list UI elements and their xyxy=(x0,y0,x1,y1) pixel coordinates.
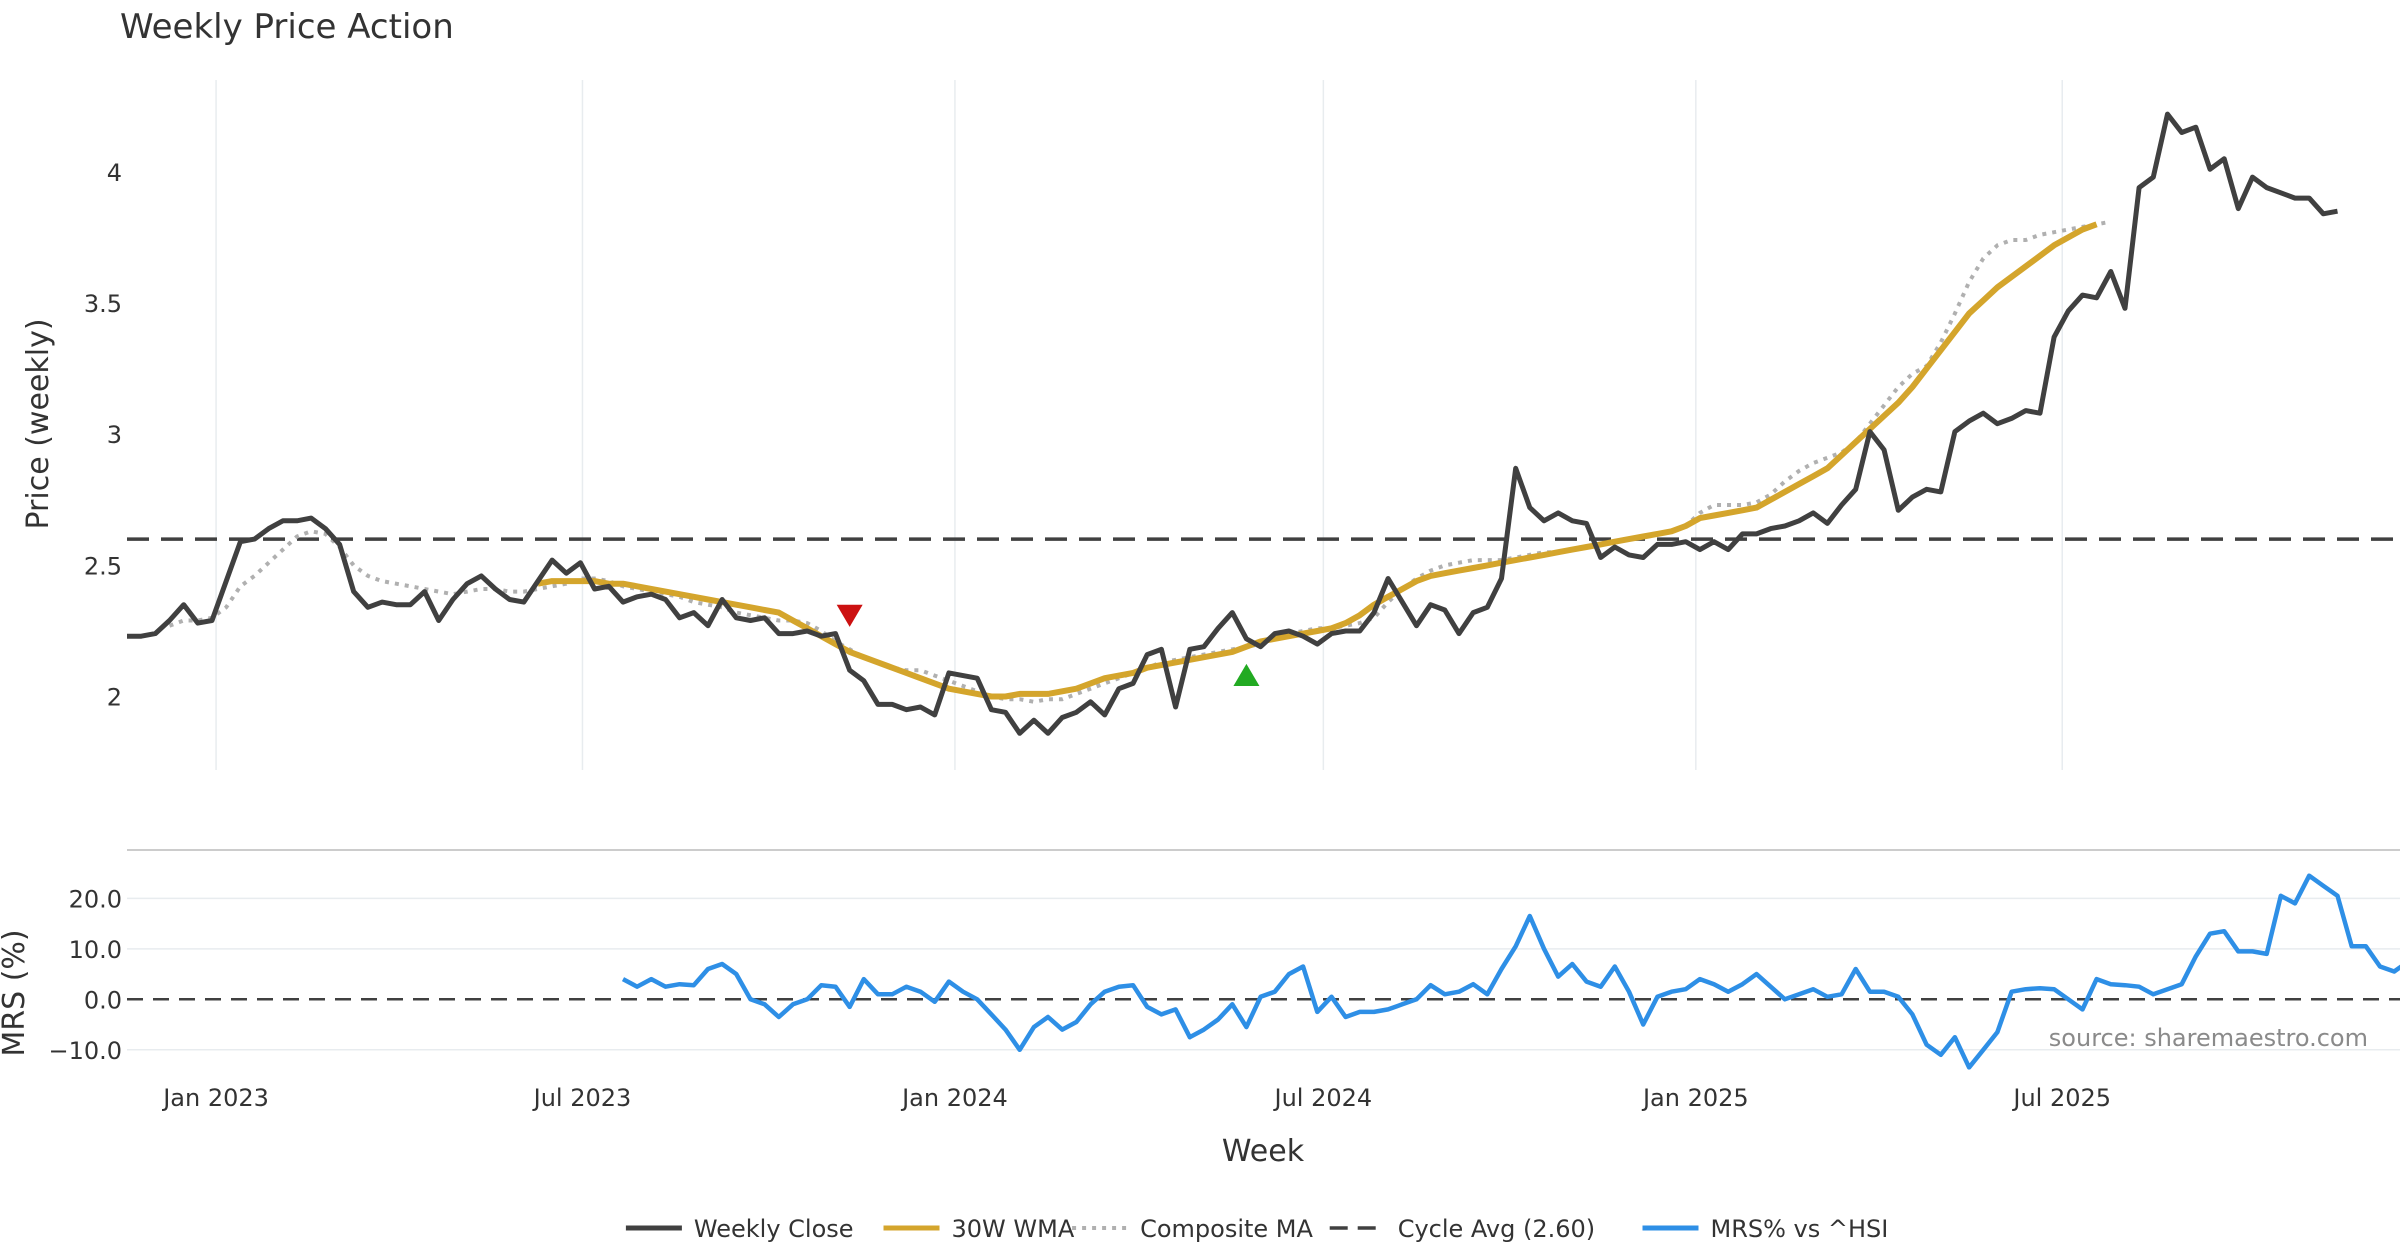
x-tick-label: Jan 2024 xyxy=(900,1084,1008,1112)
legend-label: Cycle Avg (2.60) xyxy=(1398,1215,1595,1243)
price-y-tick-label: 2 xyxy=(107,684,122,712)
buy-signal-marker xyxy=(1233,663,1260,686)
price-y-tick-label: 3 xyxy=(107,421,122,449)
x-tick-label: Jul 2025 xyxy=(2011,1084,2111,1112)
source-note: source: sharemaestro.com xyxy=(2049,1024,2368,1052)
signal-markers xyxy=(836,604,1260,686)
x-tick-label: Jan 2023 xyxy=(161,1084,269,1112)
mrs-y-ticks: −10.0 0.0 10.0 20.0 xyxy=(48,885,122,1064)
x-axis-ticks: Jan 2023 Jul 2023 Jan 2024 Jul 2024 Jan 2025… xyxy=(161,1084,2111,1112)
x-tick-label: Jan 2025 xyxy=(1641,1084,1749,1112)
price-y-tick-label: 4 xyxy=(107,159,122,187)
legend-label: Composite MA xyxy=(1140,1215,1313,1243)
weekly-close-line xyxy=(127,111,2338,736)
x-axis-label: Week xyxy=(1222,1134,1305,1169)
price-y-tick-label: 2.5 xyxy=(84,552,122,580)
legend-label: MRS% vs ^HSI xyxy=(1711,1215,1889,1243)
wma-30w-line xyxy=(537,221,2098,700)
x-tick-label: Jul 2023 xyxy=(532,1084,632,1112)
mrs-y-tick-label: −10.0 xyxy=(48,1037,122,1065)
legend: Weekly Close 30W WMA Composite MA Cycle Avg… xyxy=(625,1215,1889,1243)
mrs-line xyxy=(621,873,2400,1070)
mrs-grid xyxy=(127,897,2400,1051)
sell-signal-marker xyxy=(836,604,863,627)
mrs-y-tick-label: 10.0 xyxy=(69,936,122,964)
legend-label: Weekly Close xyxy=(694,1215,854,1243)
price-y-ticks: 2 2.5 3 3.5 4 xyxy=(84,159,122,712)
chart-title: Weekly Price Action xyxy=(120,7,454,47)
x-tick-label: Jul 2024 xyxy=(1273,1084,1373,1112)
mrs-y-tick-label: 20.0 xyxy=(69,885,122,913)
mrs-y-tick-label: 0.0 xyxy=(84,986,122,1014)
price-y-axis-label: Price (weekly) xyxy=(21,318,56,529)
mrs-y-axis-label: MRS (%) xyxy=(0,929,32,1056)
price-x-grid xyxy=(215,80,2063,770)
legend-label: 30W WMA xyxy=(952,1215,1075,1243)
price-y-tick-label: 3.5 xyxy=(84,290,122,318)
